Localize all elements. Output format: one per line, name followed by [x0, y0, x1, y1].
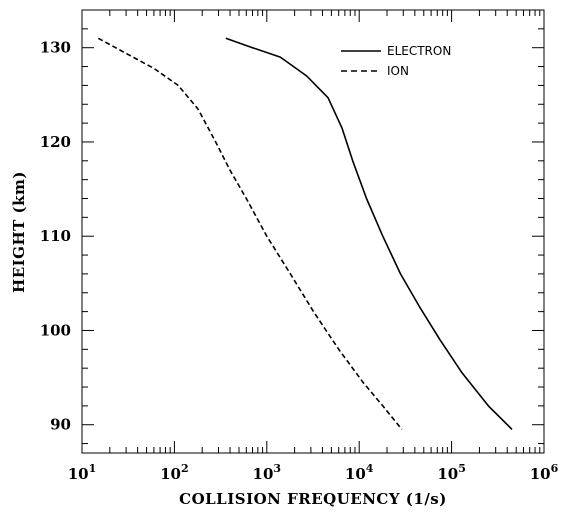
y-tick-labels: 90 100 110 120 130: [40, 39, 71, 434]
y-tick-label: 100: [40, 321, 71, 339]
series-line-ion: [97, 37, 403, 430]
y-tick-label: 110: [40, 227, 71, 245]
y-axis-title: HEIGHT (km): [10, 171, 28, 293]
legend-label-ion: ION: [387, 64, 409, 78]
plot-frame: [81, 9, 545, 454]
y-tick-label: 130: [40, 39, 71, 57]
x-tick-label: 103: [253, 462, 282, 483]
x-axis-title: COLLISION FREQUENCY (1/s): [179, 490, 447, 508]
x-tick-labels: 101 102 103 104 105 106: [68, 462, 559, 483]
series-line-electron: [225, 37, 513, 430]
legend-label-electron: ELECTRON: [387, 44, 451, 58]
series-lines: [97, 37, 513, 430]
y-tick-label: 90: [50, 416, 71, 434]
y-tick-label: 120: [40, 133, 71, 151]
x-tick-label: 104: [345, 462, 374, 483]
x-tick-label: 101: [68, 462, 97, 483]
x-tick-label: 102: [160, 462, 189, 483]
x-tick-label: 106: [530, 462, 559, 483]
legend: ELECTRON ION: [341, 44, 451, 78]
axis-ticks: [81, 9, 544, 453]
x-tick-label: 105: [437, 462, 466, 483]
